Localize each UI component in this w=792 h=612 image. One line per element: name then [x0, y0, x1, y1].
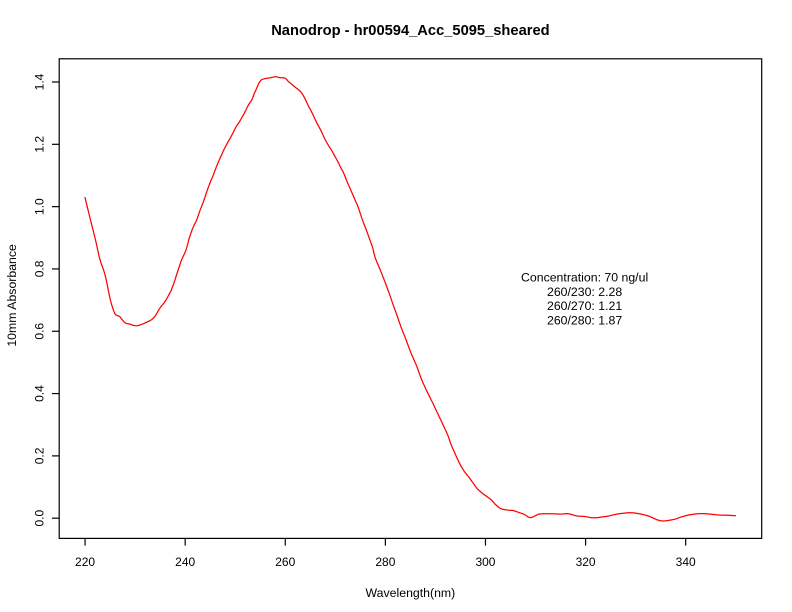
- svg-text:0.2: 0.2: [33, 447, 47, 464]
- svg-text:340: 340: [676, 555, 696, 569]
- svg-text:0.6: 0.6: [33, 323, 47, 340]
- svg-text:10mm Absorbance: 10mm Absorbance: [5, 244, 19, 347]
- svg-text:0.8: 0.8: [33, 260, 47, 277]
- svg-text:0.4: 0.4: [33, 385, 47, 402]
- svg-text:240: 240: [175, 555, 195, 569]
- svg-text:220: 220: [75, 555, 95, 569]
- svg-text:300: 300: [475, 555, 495, 569]
- svg-text:260/230: 2.28: 260/230: 2.28: [547, 285, 622, 299]
- svg-text:Wavelength(nm): Wavelength(nm): [366, 586, 456, 600]
- svg-text:1.2: 1.2: [33, 136, 47, 153]
- svg-text:1.4: 1.4: [33, 73, 47, 90]
- svg-text:260/280: 1.87: 260/280: 1.87: [547, 313, 622, 327]
- svg-text:0.0: 0.0: [33, 510, 47, 527]
- svg-text:1.0: 1.0: [33, 198, 47, 215]
- svg-text:260/270: 1.21: 260/270: 1.21: [547, 299, 622, 313]
- svg-text:260: 260: [275, 555, 295, 569]
- svg-text:Nanodrop - hr00594_Acc_5095_sh: Nanodrop - hr00594_Acc_5095_sheared: [271, 23, 549, 39]
- svg-text:Concentration: 70 ng/ul: Concentration: 70 ng/ul: [521, 271, 648, 285]
- svg-text:280: 280: [375, 555, 395, 569]
- svg-text:320: 320: [576, 555, 596, 569]
